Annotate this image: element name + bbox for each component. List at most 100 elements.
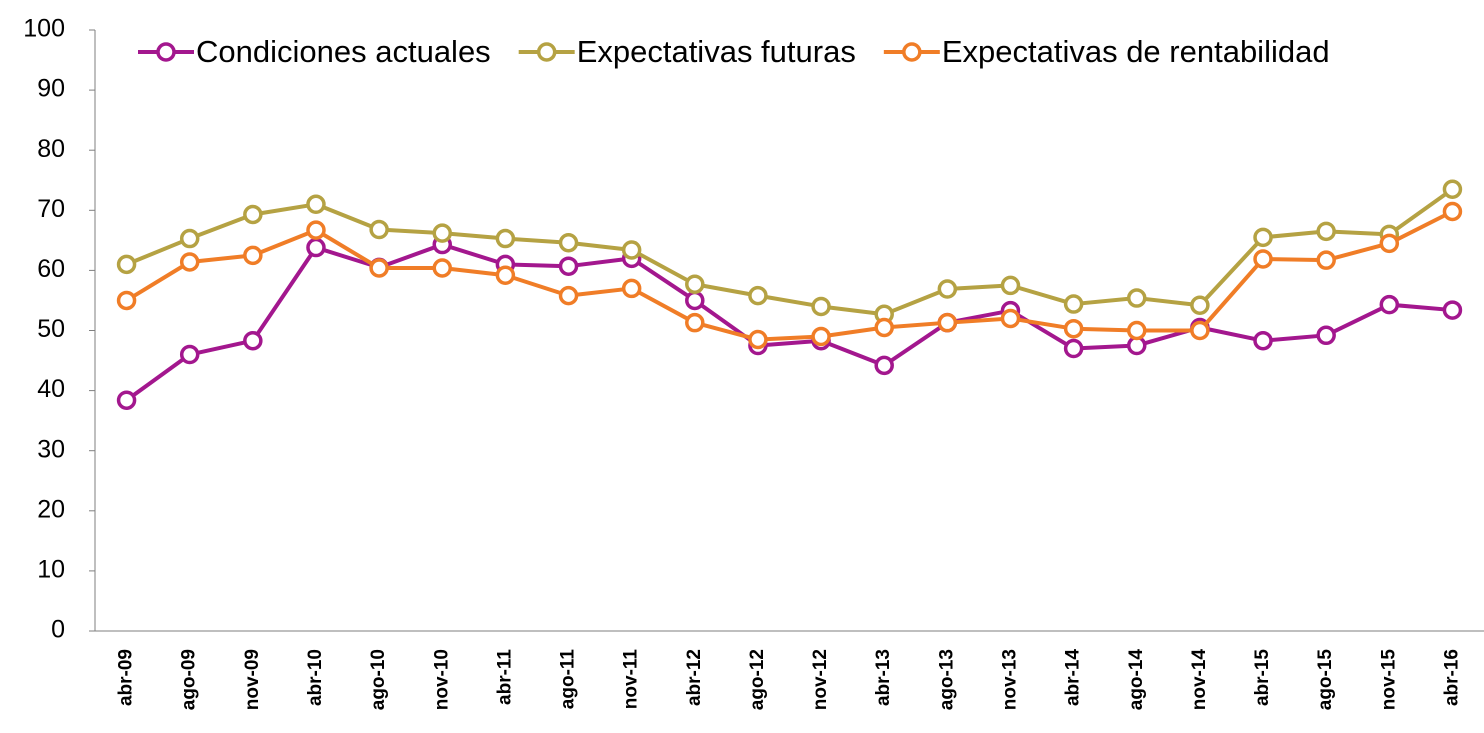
legend-label: Expectativas futuras (577, 34, 856, 69)
legend-label: Condiciones actuales (196, 34, 491, 69)
data-point (748, 285, 768, 306)
data-point (1442, 201, 1463, 222)
data-point (306, 220, 326, 240)
x-tick-label: abr-09 (116, 649, 137, 706)
data-point (243, 330, 263, 351)
x-tick-label: nov-12 (810, 649, 831, 710)
y-tick-label: 100 (23, 15, 65, 43)
legend-marker (156, 42, 176, 62)
x-tick-label: nov-15 (1378, 649, 1399, 711)
data-point (1442, 300, 1463, 320)
x-tick-label: ago-12 (747, 649, 768, 710)
data-point (937, 279, 958, 299)
data-point (1316, 221, 1336, 242)
data-point (243, 245, 263, 266)
data-point (1127, 320, 1147, 341)
data-point (558, 285, 579, 306)
data-point (874, 317, 894, 338)
legend-label: Expectativas de rentabilidad (942, 34, 1330, 69)
data-point (748, 329, 768, 350)
data-point (1316, 250, 1336, 270)
series-line (125, 209, 1454, 342)
data-point (1127, 288, 1147, 308)
y-tick-label: 10 (37, 556, 65, 584)
data-point (621, 278, 642, 299)
data-point (369, 219, 389, 240)
data-point (1379, 294, 1400, 315)
x-tick-label: nov-11 (621, 649, 642, 710)
y-tick-label: 30 (37, 435, 65, 463)
data-point (1253, 330, 1273, 351)
x-tick-label: nov-10 (431, 649, 452, 710)
x-tick-label: abr-10 (305, 649, 326, 706)
x-tick-label: nov-13 (999, 649, 1020, 710)
data-point (1316, 325, 1336, 346)
x-tick-label: ago-13 (936, 649, 957, 710)
legend-item: Expectativas futuras (518, 34, 856, 69)
x-tick-label: abr-14 (1063, 649, 1084, 706)
data-point (874, 355, 894, 376)
x-tick-label: ago-15 (1315, 649, 1336, 711)
data-point (432, 223, 452, 243)
data-point (1063, 318, 1084, 339)
data-point (495, 265, 516, 285)
data-point (937, 312, 958, 333)
data-point (1253, 227, 1273, 248)
data-point (1190, 295, 1210, 316)
x-tick-label: ago-14 (1126, 649, 1147, 711)
y-tick-label: 0 (51, 616, 65, 644)
legend-item: Condiciones actuales (138, 34, 491, 69)
y-tick-label: 80 (37, 135, 65, 163)
data-point (1000, 308, 1021, 329)
x-tick-label: abr-15 (1252, 649, 1273, 706)
data-point (685, 312, 705, 333)
y-tick-label: 40 (37, 375, 65, 403)
data-point (306, 237, 326, 258)
data-point (621, 240, 642, 260)
data-point (179, 228, 200, 249)
data-point (1063, 338, 1084, 359)
y-tick-label: 90 (37, 75, 65, 103)
series-line (125, 242, 1453, 402)
data-point (685, 290, 705, 311)
y-tick-label: 50 (37, 315, 65, 343)
x-tick-label: abr-16 (1441, 649, 1462, 706)
x-tick-label: ago-10 (368, 649, 389, 710)
data-point (116, 390, 137, 410)
data-point (116, 290, 137, 311)
data-point (369, 258, 389, 278)
data-point (1190, 320, 1210, 341)
data-point (179, 252, 200, 272)
data-point (306, 194, 326, 215)
x-tick-label: abr-13 (873, 649, 894, 706)
y-tick-label: 60 (37, 255, 65, 283)
data-point (432, 258, 452, 278)
data-point (179, 344, 200, 365)
data-point (243, 204, 263, 225)
y-tick-label: 20 (37, 495, 65, 523)
data-point (1000, 275, 1021, 296)
data-point (811, 296, 831, 317)
series-line (125, 187, 1454, 317)
data-point (685, 274, 705, 294)
x-tick-label: abr-12 (684, 649, 705, 706)
data-point (495, 228, 516, 249)
data-point (1379, 233, 1400, 254)
y-tick-label: 70 (37, 195, 65, 223)
x-tick-label: ago-11 (558, 649, 579, 710)
x-tick-label: ago-09 (179, 649, 200, 710)
legend-marker (536, 42, 557, 62)
x-tick-label: nov-09 (242, 649, 263, 710)
data-point (1063, 294, 1084, 314)
data-point (558, 233, 579, 253)
legend-item: Expectativas de rentabilidad (883, 34, 1330, 69)
x-tick-label: abr-11 (494, 649, 515, 705)
legend-marker (902, 42, 922, 62)
data-point (1442, 179, 1463, 200)
data-point (116, 254, 137, 275)
data-point (558, 256, 579, 276)
x-tick-label: nov-14 (1189, 649, 1210, 711)
data-point (811, 326, 831, 347)
data-point (1253, 249, 1273, 269)
